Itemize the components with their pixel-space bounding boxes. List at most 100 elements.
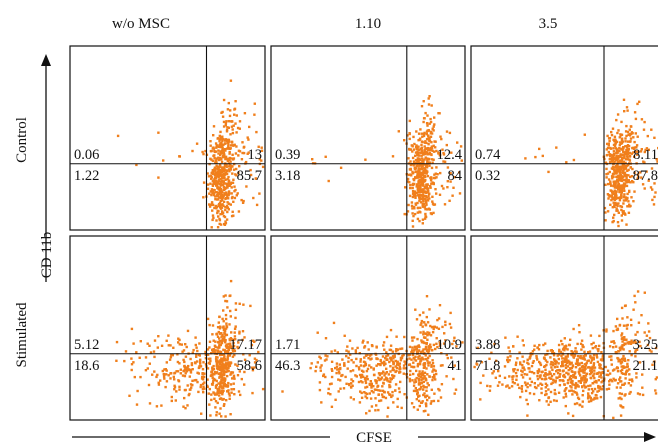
event-dot (402, 364, 406, 367)
event-dot (633, 155, 636, 158)
event-dot (438, 341, 441, 344)
event-dot (341, 358, 344, 361)
event-dot (153, 339, 157, 342)
event-dot (566, 365, 570, 368)
event-dot (581, 344, 584, 347)
event-dot (424, 151, 427, 154)
y-axis-arrowhead (41, 54, 51, 66)
event-dot (330, 375, 334, 379)
event-dot (597, 379, 600, 382)
event-dot (593, 380, 596, 383)
event-dot (408, 132, 411, 136)
event-dot (441, 148, 444, 151)
event-dot (396, 360, 399, 363)
event-dot (627, 168, 630, 172)
event-dot (229, 168, 232, 171)
event-dot (362, 339, 365, 342)
event-dot (393, 374, 396, 378)
event-dot (247, 138, 250, 141)
event-dot (238, 302, 241, 305)
event-dot (195, 346, 198, 349)
event-dot (173, 388, 176, 391)
event-dot (544, 393, 547, 397)
event-dot (219, 130, 222, 134)
event-dot (609, 147, 613, 150)
event-dot (538, 370, 541, 373)
event-dot (220, 158, 223, 161)
event-dot (377, 408, 380, 412)
event-dot (560, 365, 563, 368)
event-dot (458, 171, 461, 174)
event-dot (383, 360, 386, 363)
event-dot (225, 120, 228, 123)
event-dot (446, 356, 449, 360)
event-dot (433, 203, 437, 206)
event-dot (424, 191, 428, 194)
event-dot (417, 377, 421, 380)
event-dot (356, 346, 359, 350)
event-dot (389, 344, 393, 347)
event-dot (170, 399, 173, 403)
event-dot (634, 117, 638, 121)
event-dot (425, 165, 429, 168)
event-dot (433, 325, 436, 328)
event-dot (428, 347, 431, 350)
event-dot (230, 388, 233, 391)
event-dot (184, 407, 187, 410)
event-dot (420, 181, 423, 185)
quadrant-upper-right-value: 12.4 (437, 147, 463, 163)
event-dot (210, 171, 213, 175)
event-dot (630, 152, 634, 155)
event-dot (616, 166, 619, 169)
event-dot (620, 188, 623, 191)
event-dot (418, 170, 421, 173)
event-dot (179, 372, 182, 375)
event-dot (432, 325, 435, 329)
event-dot (436, 173, 439, 176)
event-dot (230, 331, 233, 334)
event-dot (618, 136, 621, 139)
event-dot (417, 148, 420, 152)
event-dot (350, 382, 353, 385)
event-dot (440, 137, 443, 141)
event-dot (369, 358, 372, 361)
event-dot (213, 372, 216, 376)
event-dot (163, 373, 166, 377)
event-dot (260, 159, 263, 162)
event-dot (612, 150, 616, 153)
event-dot (571, 351, 574, 354)
event-dot (597, 389, 601, 392)
event-dot (377, 372, 381, 375)
event-dot (249, 304, 252, 308)
event-dot (538, 360, 541, 364)
event-dot (365, 392, 369, 396)
event-dot (583, 363, 586, 366)
event-dot (221, 147, 224, 150)
event-dot (213, 169, 217, 172)
event-dot (201, 368, 205, 371)
event-dot (622, 359, 625, 362)
event-dot (216, 356, 219, 359)
event-dot (186, 329, 190, 333)
event-dot (617, 154, 621, 158)
event-dot (212, 134, 215, 137)
event-dot (417, 357, 420, 360)
event-dot (429, 324, 432, 328)
event-dot (431, 370, 434, 373)
event-dot (625, 338, 628, 341)
event-dot (422, 188, 425, 191)
event-dot (429, 334, 433, 337)
event-dot (396, 363, 399, 366)
event-dot (190, 362, 194, 365)
event-dot (227, 346, 231, 350)
event-dot (223, 215, 227, 219)
event-dot (615, 207, 618, 210)
event-dot (650, 167, 654, 170)
event-dot (425, 151, 429, 154)
event-dot (224, 208, 227, 212)
event-dot (221, 326, 225, 329)
event-dot (628, 350, 631, 353)
event-dot (614, 202, 617, 205)
event-dot (169, 377, 172, 380)
